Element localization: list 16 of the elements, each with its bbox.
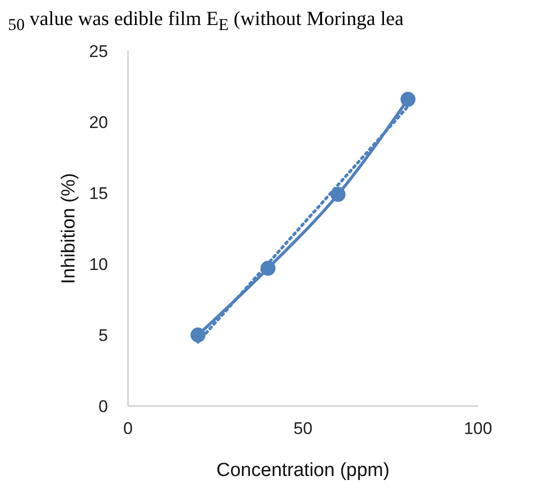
y-tick-label: 15	[89, 184, 108, 204]
point	[330, 186, 346, 202]
x-axis-title: Concentration (ppm)	[216, 460, 390, 481]
y-axis-title: Inhibition (%)	[58, 173, 80, 284]
text: $_{50}$ value was edible film E$_{E}$ (without Moringa lea	[8, 8, 405, 36]
y-tick-label: 25	[89, 42, 108, 62]
point	[190, 328, 206, 342]
y-tick-label: 20	[89, 113, 108, 132]
point	[260, 260, 276, 276]
x-tick-label: 100	[464, 419, 492, 438]
y-tick-label: 10	[89, 255, 108, 274]
point	[400, 92, 416, 107]
x-tick-label: 50	[294, 419, 312, 438]
x-tick-label: 0	[123, 419, 133, 438]
y-tick-label: 5	[98, 326, 108, 346]
y-tick-label: 0	[98, 397, 108, 416]
